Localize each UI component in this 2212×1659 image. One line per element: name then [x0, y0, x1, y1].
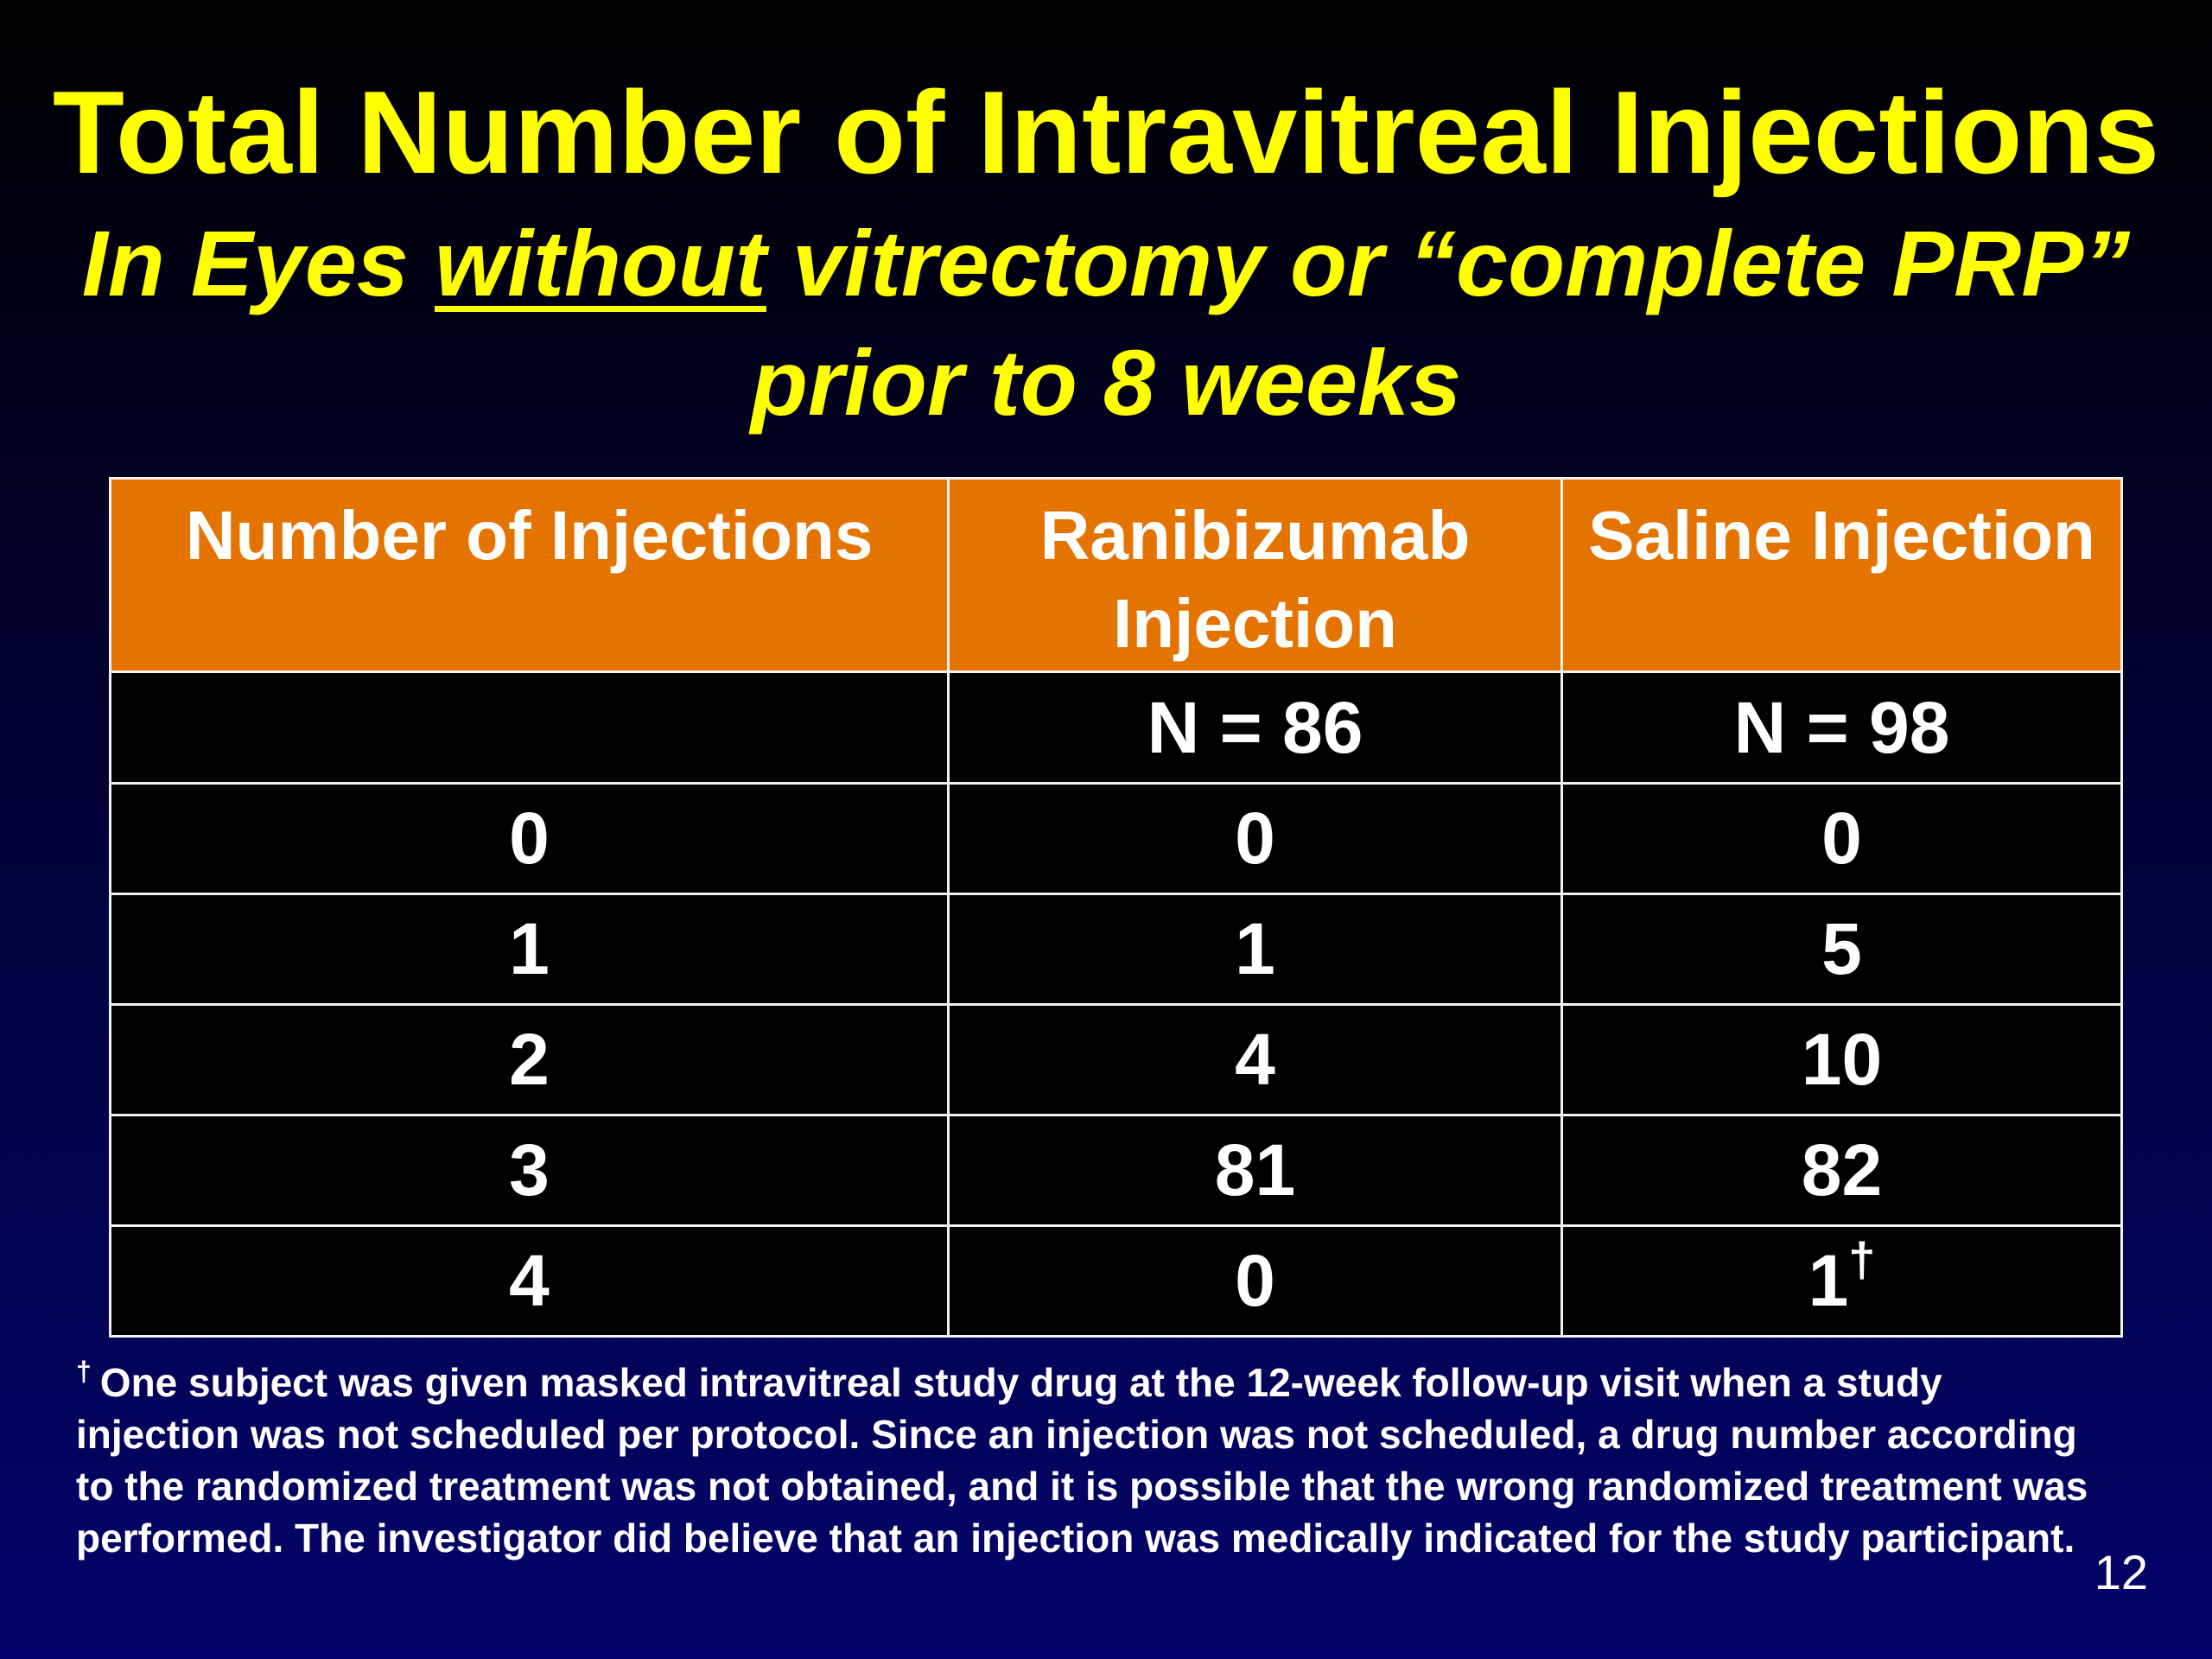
- table-cell: 4: [109, 1224, 950, 1338]
- header-number-of-injections: Number of Injections: [109, 477, 950, 673]
- subtitle-prefix: In Eyes: [81, 211, 435, 315]
- footnote: † One subject was given masked intravitre…: [76, 1357, 2115, 1564]
- dagger-marker: †: [1848, 1232, 1876, 1287]
- table-row: 3 81 82: [109, 1114, 2123, 1227]
- table-cell: 1: [109, 893, 950, 1006]
- subtitle-line-1: In Eyes without vitrectomy or “complete …: [0, 204, 2212, 323]
- table-cell: 0: [109, 782, 950, 895]
- table-cell: 5: [1560, 893, 2123, 1006]
- table-cell: [109, 671, 950, 785]
- slide-title: Total Number of Intravitreal Injections: [52, 67, 2160, 198]
- page-number: 12: [2094, 1545, 2148, 1599]
- table-cell: 4: [947, 1003, 1563, 1116]
- table-row: 2 4 10: [109, 1003, 2123, 1116]
- table-row: 1 1 5: [109, 893, 2123, 1006]
- table-cell-with-dagger: 1†: [1560, 1224, 2123, 1338]
- slide-subtitle: In Eyes without vitrectomy or “complete …: [0, 204, 2212, 442]
- header-ranibizumab: Ranibizumab Injection: [947, 477, 1563, 673]
- subtitle-underlined-word: without: [434, 211, 766, 315]
- table-row: 4 0 1†: [109, 1224, 2123, 1338]
- table-cell: 82: [1560, 1114, 2123, 1227]
- subtitle-suffix: vitrectomy or “complete PRP”: [766, 211, 2131, 315]
- table-cell: 1: [947, 893, 1563, 1006]
- table-cell: 0: [1560, 782, 2123, 895]
- injections-table: Number of Injections Ranibizumab Injecti…: [109, 477, 2123, 1338]
- table-cell: 3: [109, 1114, 950, 1227]
- table-row: 0 0 0: [109, 782, 2123, 895]
- footnote-marker: †: [76, 1356, 92, 1387]
- cell-value: 1: [1808, 1240, 1849, 1321]
- table-cell: 81: [947, 1114, 1563, 1227]
- table-cell: 10: [1560, 1003, 2123, 1116]
- table-cell: 2: [109, 1003, 950, 1116]
- table-cell: 0: [947, 782, 1563, 895]
- header-saline: Saline Injection: [1560, 477, 2123, 673]
- subtitle-line-2: prior to 8 weeks: [750, 330, 1462, 435]
- sample-size-row: N = 86 N = 98: [109, 671, 2123, 785]
- saline-n: N = 98: [1560, 671, 2123, 785]
- ranibizumab-n: N = 86: [947, 671, 1563, 785]
- table-header-row: Number of Injections Ranibizumab Injecti…: [109, 477, 2123, 673]
- table-cell: 0: [947, 1224, 1563, 1338]
- footnote-text: One subject was given masked intravitrea…: [76, 1360, 2088, 1560]
